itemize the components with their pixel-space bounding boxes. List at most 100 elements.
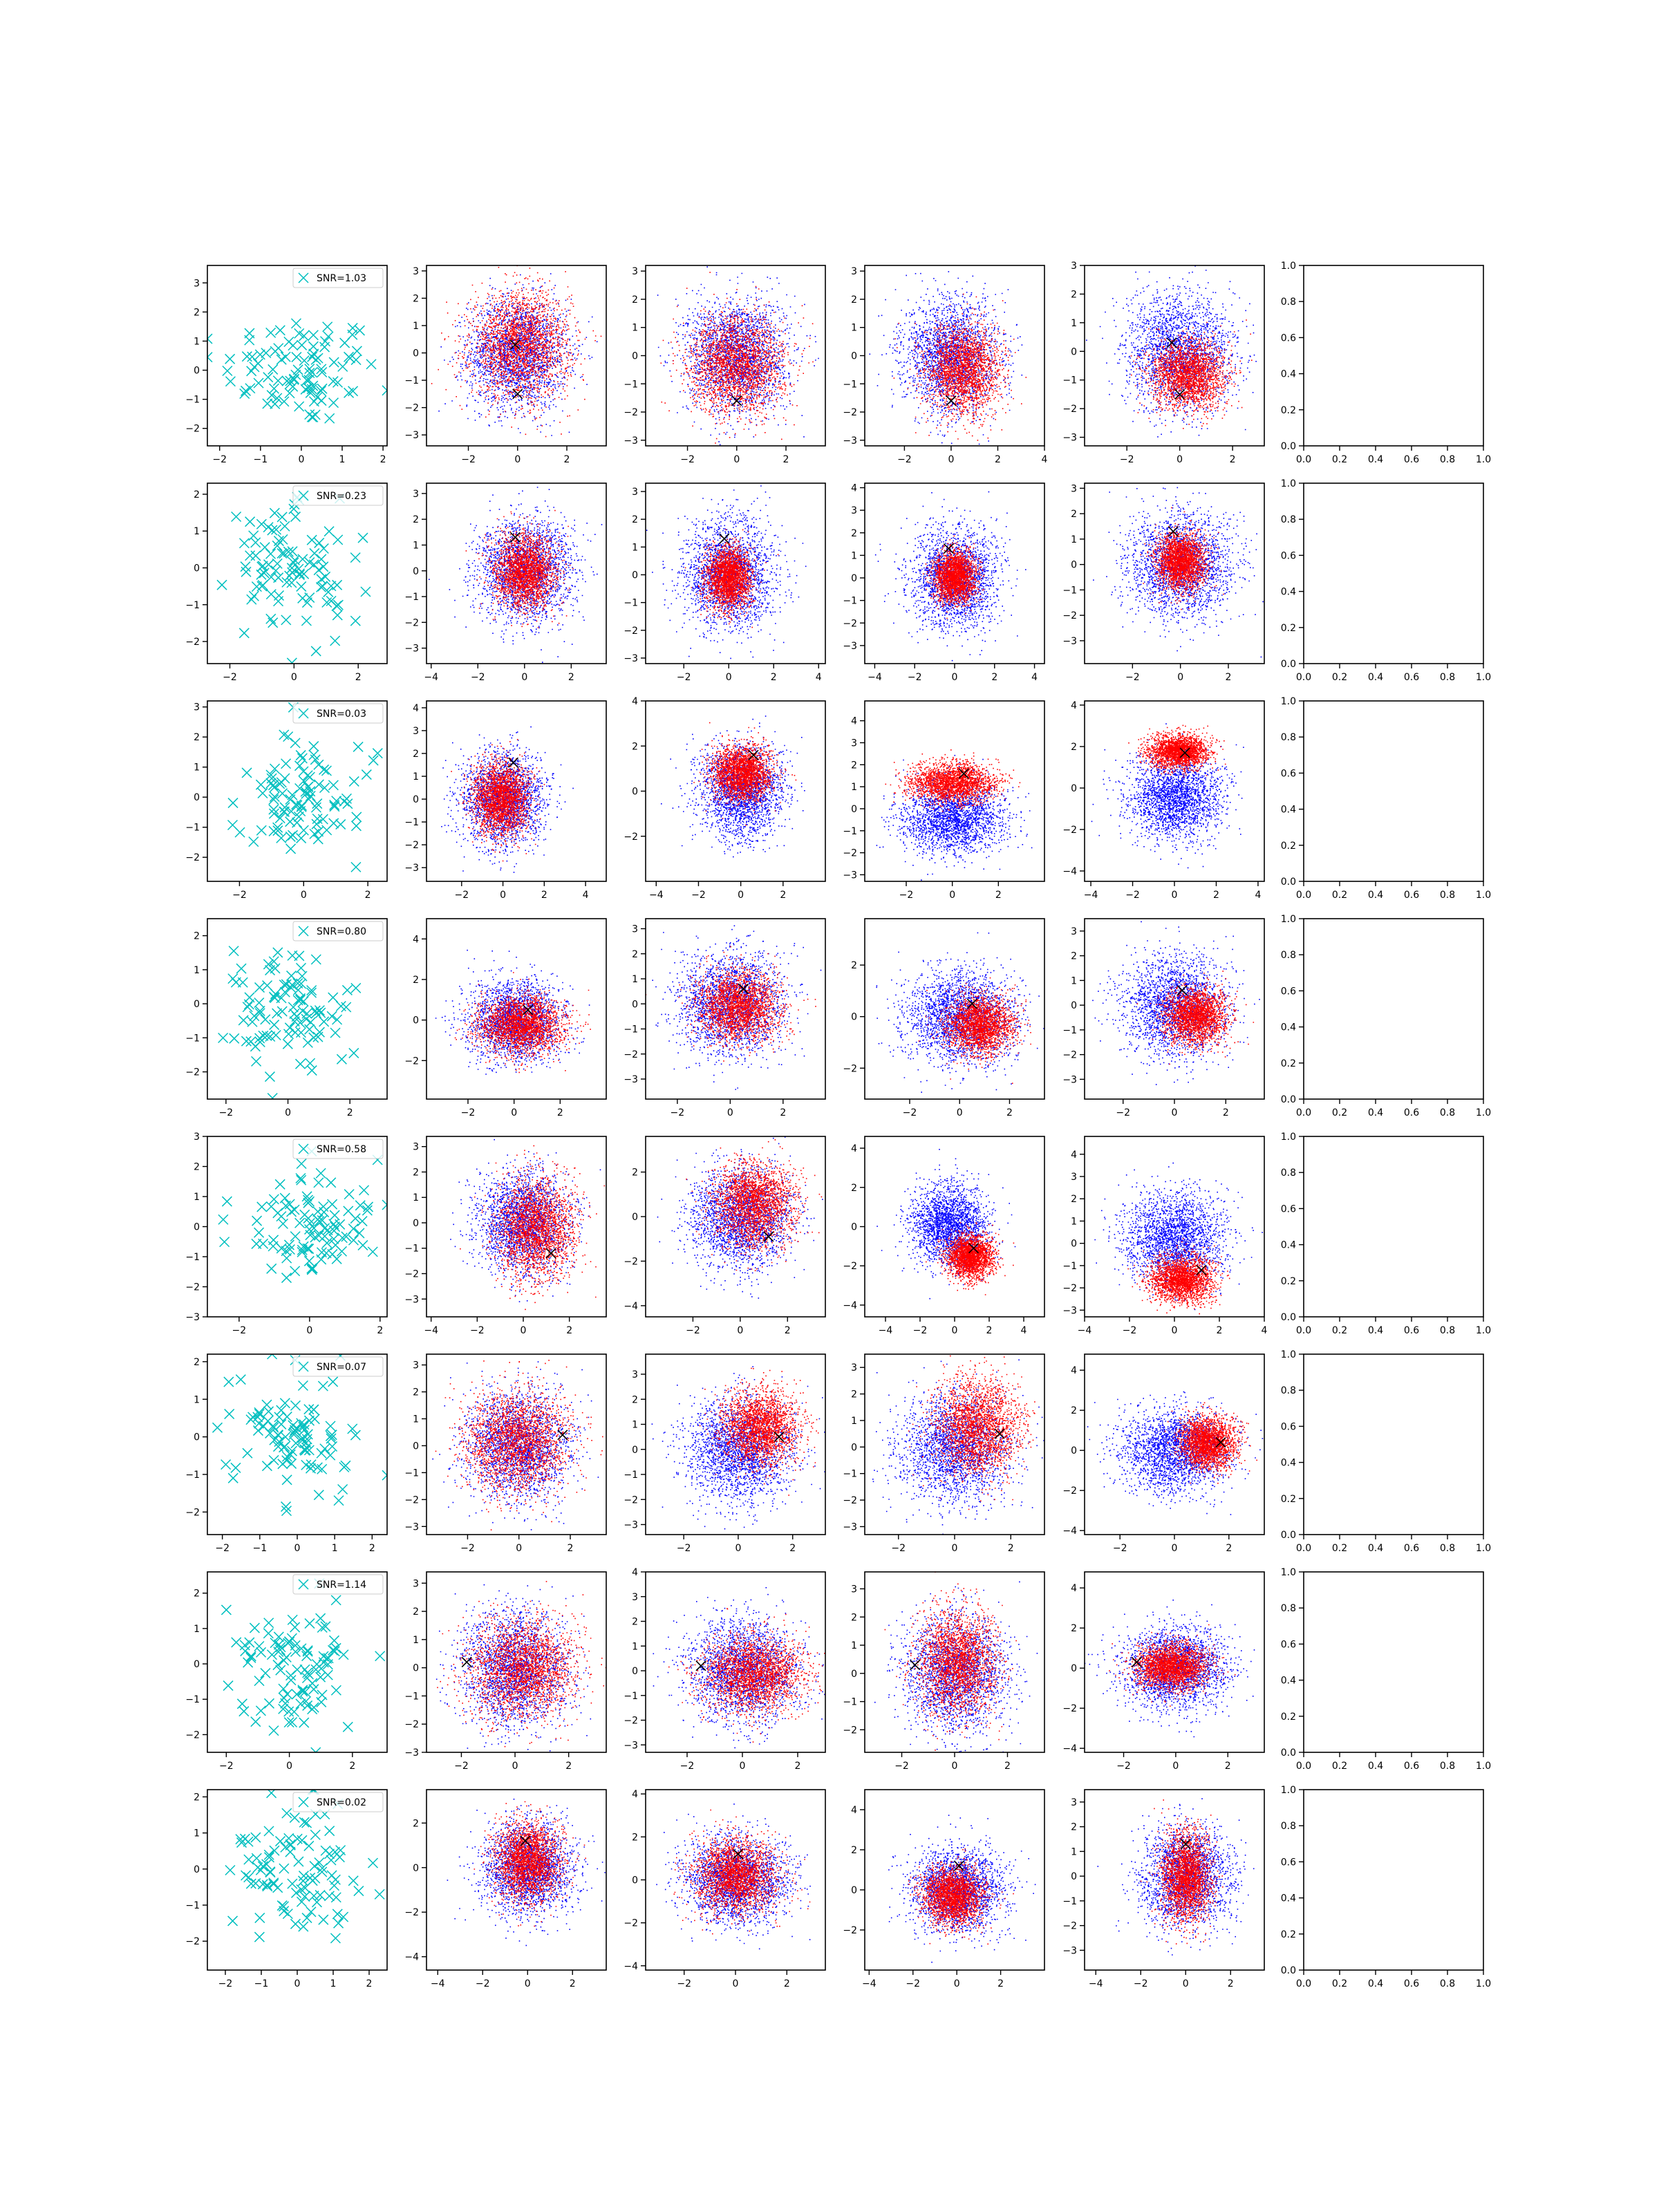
data-point-x	[281, 759, 291, 769]
y-tick-label: 3	[851, 1362, 857, 1374]
y-tick-label: −4	[624, 1301, 638, 1312]
y-tick-label: −1	[404, 375, 419, 386]
x-tick-label: 2	[349, 1761, 355, 1772]
y-tick-label: 0	[851, 1222, 857, 1233]
empty-axes: 0.0 0.2 0.4 0.6 0.8 1.00.00.20.40.60.81.0	[1281, 1567, 1491, 1772]
data-point-x	[330, 1933, 340, 1943]
y-tick-label: 2	[1071, 509, 1077, 520]
data-point-x	[279, 1864, 289, 1873]
data-point-x	[348, 324, 357, 333]
y-tick-label: −2	[185, 1730, 200, 1741]
y-tick-label: 0	[632, 1875, 638, 1886]
data-point-x	[238, 1015, 248, 1025]
y-tick-label: 0.0	[1281, 659, 1296, 670]
x-tick-label: 0	[948, 454, 954, 465]
x-tick-label: 4	[1042, 454, 1048, 465]
x-tick-label: −2	[470, 1325, 485, 1336]
data-point-x	[223, 366, 232, 376]
y-tick-label: −1	[624, 1470, 638, 1481]
cluster-axes: −2 0 2−202	[843, 919, 1051, 1118]
plot-area	[429, 474, 612, 663]
data-point-x	[225, 354, 235, 364]
data-point-x	[228, 1473, 238, 1483]
y-tick-label: 2	[632, 741, 638, 752]
y-tick-label: 0	[1071, 1871, 1077, 1882]
axes-frame	[1304, 1790, 1483, 1970]
x-tick-label: −2	[680, 1761, 695, 1772]
data-point-x	[254, 1642, 264, 1651]
data-point-x	[292, 1665, 302, 1674]
plot-area	[450, 1134, 619, 1310]
x-tick-label: −2	[897, 454, 912, 465]
blue-points	[877, 1149, 1015, 1300]
x-tick-label: −2	[1123, 1325, 1137, 1336]
y-tick-label: 2	[1071, 951, 1077, 962]
x-tick-label: 1.0	[1476, 1107, 1491, 1118]
plot-area	[447, 1799, 606, 1946]
data-point-x	[330, 1028, 340, 1038]
y-tick-label: 0	[632, 570, 638, 581]
y-tick-label: −4	[1062, 1743, 1077, 1754]
x-tick-label: 1.0	[1476, 1325, 1491, 1336]
data-point-x	[218, 1215, 228, 1224]
plot-area	[218, 946, 361, 1103]
x-tick-label: 0	[511, 1107, 517, 1118]
data-point-x	[267, 391, 276, 400]
y-tick-label: 3	[413, 1142, 419, 1153]
data-point-x	[314, 1178, 324, 1188]
center-marker	[946, 396, 956, 406]
y-tick-label: 3	[194, 702, 200, 713]
y-tick-label: −1	[624, 1024, 638, 1035]
y-tick-label: 1	[632, 974, 638, 985]
data-point-x	[307, 988, 317, 997]
data-point-x	[283, 1039, 292, 1049]
data-point-x	[245, 517, 255, 527]
y-tick-label: −3	[843, 641, 857, 652]
x-tick-label: 0.0	[1296, 1761, 1311, 1772]
data-point-x	[350, 616, 360, 626]
x-tick-label: 2	[784, 1978, 790, 1989]
y-tick-label: 1	[851, 323, 857, 334]
data-point-x	[349, 776, 359, 786]
x-tick-label: −2	[223, 672, 237, 683]
y-tick-label: 1.0	[1281, 261, 1296, 272]
data-point-x	[295, 1059, 305, 1069]
data-point-x	[307, 1264, 317, 1273]
data-point-x	[313, 1207, 323, 1217]
y-tick-label: −1	[185, 1252, 200, 1263]
data-point-x	[237, 1699, 247, 1709]
y-tick-label: −2	[1062, 1283, 1077, 1294]
y-tick-label: 4	[1071, 700, 1077, 711]
y-tick-label: 1	[413, 540, 419, 551]
data-point-x	[290, 1232, 300, 1241]
x-tick-label: 0.0	[1296, 1325, 1311, 1336]
data-point-x	[254, 378, 263, 388]
y-tick-label: 4	[1071, 1150, 1077, 1161]
data-point-x	[338, 1485, 348, 1494]
data-point-x	[334, 1496, 344, 1506]
data-point-x	[299, 825, 308, 835]
y-tick-label: 0.4	[1281, 1893, 1296, 1904]
y-tick-label: 1	[194, 526, 200, 537]
data-point-x	[332, 610, 342, 620]
data-point-x	[294, 402, 304, 411]
data-point-x	[265, 1868, 275, 1877]
y-tick-label: −1	[1062, 1025, 1077, 1036]
data-point-x	[324, 527, 334, 536]
data-point-x	[302, 375, 312, 385]
data-point-x	[317, 554, 326, 564]
blue-points	[1078, 917, 1275, 1085]
data-point-x	[280, 521, 290, 531]
data-point-x	[300, 1665, 310, 1674]
y-tick-label: 3	[413, 489, 419, 500]
y-tick-label: 3	[1071, 483, 1077, 494]
y-tick-label: 2	[413, 293, 419, 304]
y-tick-label: −1	[404, 1468, 419, 1479]
x-tick-label: 0.8	[1440, 1543, 1455, 1554]
y-tick-label: 2	[851, 1389, 857, 1400]
data-point-x	[261, 1015, 270, 1024]
